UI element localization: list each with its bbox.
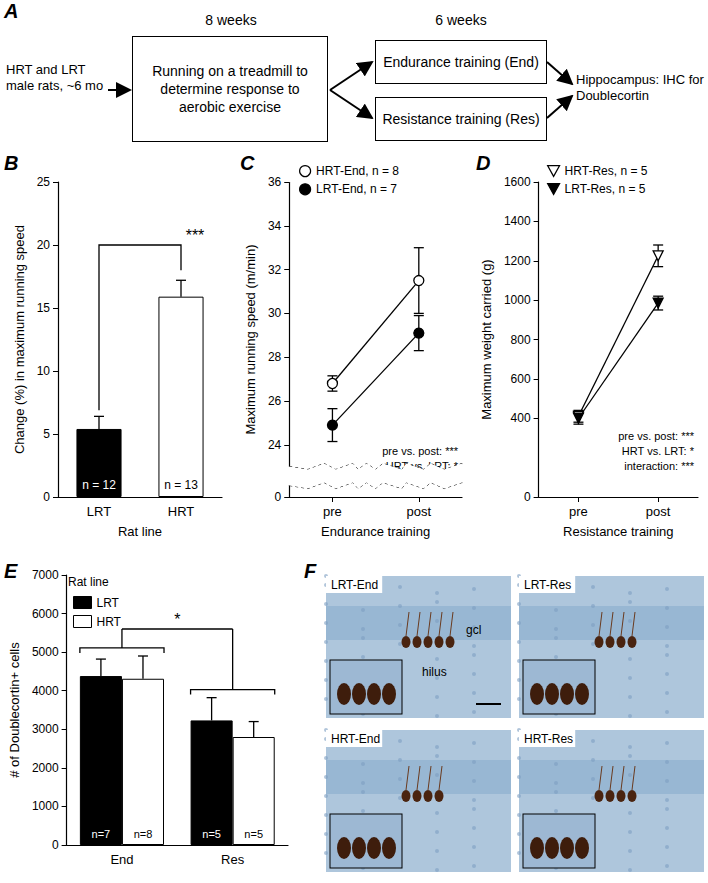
svg-text:HRT vs. LRT: *: HRT vs. LRT: * xyxy=(385,459,458,472)
html-text:E: E xyxy=(4,560,18,582)
svg-text:3000: 3000 xyxy=(32,722,59,736)
svg-text:interaction: ***: interaction: *** xyxy=(624,460,694,472)
svg-text:1000: 1000 xyxy=(32,799,59,813)
svg-text:0: 0 xyxy=(52,838,59,852)
svg-text:0: 0 xyxy=(524,490,531,504)
svg-text:20: 20 xyxy=(37,238,51,252)
svg-text:Res: Res xyxy=(221,852,245,867)
svg-text:1600: 1600 xyxy=(504,175,531,189)
svg-text:5: 5 xyxy=(43,427,50,441)
svg-text:*: * xyxy=(174,611,180,628)
svg-text:Maximum weight carried (g): Maximum weight carried (g) xyxy=(479,259,494,419)
svg-text:1200: 1200 xyxy=(504,254,531,268)
svg-text:Rat line: Rat line xyxy=(118,524,162,539)
svg-text:pre: pre xyxy=(323,504,342,519)
html-text:A: A xyxy=(4,0,19,22)
svg-text:Resistance training: Resistance training xyxy=(563,524,674,539)
svg-text:1000: 1000 xyxy=(504,293,531,307)
svg-text:HRT: HRT xyxy=(168,504,195,519)
svg-text:HRT-End: HRT-End xyxy=(331,732,380,746)
svg-text:26: 26 xyxy=(268,394,282,408)
html-text:Running on a treadmill to dete: Running on a treadmill to determine resp… xyxy=(152,63,308,115)
svg-text:post: post xyxy=(407,504,432,519)
svg-text:LRT: LRT xyxy=(87,504,111,519)
html-text:8 weeks: 8 weeks xyxy=(205,12,257,28)
svg-text:2000: 2000 xyxy=(32,761,59,775)
svg-text:n=5: n=5 xyxy=(202,828,221,840)
svg-text:***: *** xyxy=(186,227,205,244)
svg-text:28: 28 xyxy=(268,350,282,364)
svg-text:HRT vs. LRT: *: HRT vs. LRT: * xyxy=(622,445,695,457)
svg-text:post: post xyxy=(646,504,671,519)
svg-text:n = 13: n = 13 xyxy=(164,478,198,492)
svg-text:# of Doublecortin+ cells: # of Doublecortin+ cells xyxy=(7,642,22,778)
svg-text:25: 25 xyxy=(37,175,51,189)
svg-text:600: 600 xyxy=(511,372,531,386)
svg-text:n=8: n=8 xyxy=(134,828,153,840)
svg-text:LRT: LRT xyxy=(97,596,120,610)
svg-text:0: 0 xyxy=(275,490,282,504)
svg-text:LRT-Res, n = 5: LRT-Res, n = 5 xyxy=(565,182,646,196)
svg-text:0: 0 xyxy=(43,490,50,504)
svg-text:LRT-End: LRT-End xyxy=(331,578,378,592)
svg-text:34: 34 xyxy=(268,219,282,233)
svg-text:10: 10 xyxy=(37,364,51,378)
svg-text:HRT-End, n = 8: HRT-End, n = 8 xyxy=(316,164,399,178)
svg-text:4000: 4000 xyxy=(32,684,59,698)
svg-text:LRT-Res: LRT-Res xyxy=(524,578,571,592)
svg-text:24: 24 xyxy=(268,438,282,452)
svg-text:pre vs. post: ***: pre vs. post: *** xyxy=(618,430,695,442)
svg-text:5000: 5000 xyxy=(32,645,59,659)
svg-text:gcl: gcl xyxy=(466,623,481,637)
html-text:B: B xyxy=(4,152,19,174)
html-text:Hippocampus: IHC for Doublecor: Hippocampus: IHC for Doublecortin xyxy=(576,72,704,103)
html-text:F: F xyxy=(304,560,317,582)
html-text:Resistance training (Res): Resistance training (Res) xyxy=(382,110,540,127)
svg-text:32: 32 xyxy=(268,263,282,277)
svg-text:36: 36 xyxy=(268,175,282,189)
svg-text:Endurance training: Endurance training xyxy=(321,524,430,539)
svg-text:hilus: hilus xyxy=(422,665,447,679)
html-text:6 weeks: 6 weeks xyxy=(435,12,487,28)
svg-text:800: 800 xyxy=(511,333,531,347)
svg-text:HRT: HRT xyxy=(97,615,122,629)
svg-text:HRT-Res, n = 5: HRT-Res, n = 5 xyxy=(565,164,648,178)
html-text:C: C xyxy=(240,152,255,174)
svg-text:7000: 7000 xyxy=(32,568,59,582)
svg-text:n = 12: n = 12 xyxy=(82,478,116,492)
svg-text:HRT-Res: HRT-Res xyxy=(524,732,573,746)
svg-text:End: End xyxy=(110,852,133,867)
svg-text:15: 15 xyxy=(37,301,51,315)
svg-text:LRT-End, n = 7: LRT-End, n = 7 xyxy=(316,182,397,196)
svg-text:pre: pre xyxy=(569,504,588,519)
html-text:HRT and LRT male rats, ~6 mo: HRT and LRT male rats, ~6 mo xyxy=(6,62,104,93)
svg-text:Change (%) in maximum running: Change (%) in maximum running speed xyxy=(12,225,27,454)
svg-text:400: 400 xyxy=(511,411,531,425)
svg-text:1400: 1400 xyxy=(504,214,531,228)
svg-text:6000: 6000 xyxy=(32,607,59,621)
svg-text:pre vs. post: ***: pre vs. post: *** xyxy=(382,445,459,457)
svg-text:Rat line: Rat line xyxy=(68,575,109,589)
svg-text:n=5: n=5 xyxy=(244,828,263,840)
html-text:Endurance training (End): Endurance training (End) xyxy=(383,53,539,70)
svg-text:30: 30 xyxy=(268,306,282,320)
svg-text:Maximum running speed (m/min): Maximum running speed (m/min) xyxy=(243,244,258,434)
svg-text:n=7: n=7 xyxy=(92,828,111,840)
html-text:D: D xyxy=(476,152,491,174)
